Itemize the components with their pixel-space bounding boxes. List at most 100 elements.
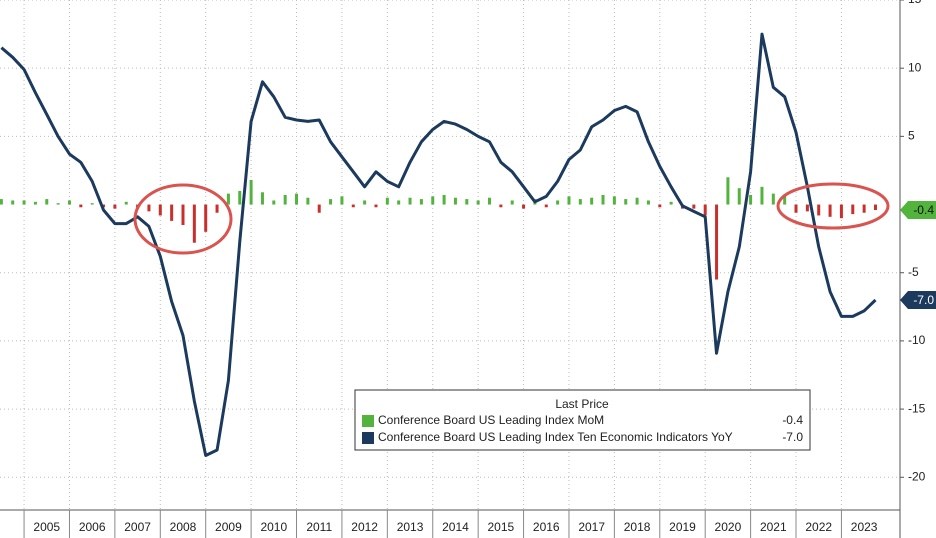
bar <box>476 200 480 205</box>
bar <box>453 197 457 205</box>
bar <box>771 193 775 205</box>
bar <box>170 204 174 221</box>
x-tick-label: 2012 <box>351 520 378 534</box>
bar <box>522 204 526 209</box>
bar <box>419 199 423 205</box>
bar <box>215 204 219 213</box>
bar <box>113 204 117 209</box>
bar <box>147 204 151 212</box>
bar <box>499 204 503 208</box>
bars-layer <box>0 177 877 280</box>
bar <box>283 195 287 205</box>
x-tick-label: 2018 <box>624 520 651 534</box>
bar <box>0 199 3 205</box>
bar <box>340 196 344 205</box>
bar <box>442 195 446 205</box>
bar <box>839 204 843 219</box>
x-tick-label: 2006 <box>79 520 106 534</box>
bar <box>601 195 605 205</box>
bar <box>238 190 242 205</box>
bar <box>737 188 741 205</box>
legend-swatch <box>362 415 374 427</box>
legend-value: -0.4 <box>782 413 803 427</box>
bar <box>783 195 787 205</box>
y-tick-label: 15 <box>908 0 922 6</box>
bar <box>192 204 196 243</box>
last-value-tag <box>900 291 936 309</box>
y-tick-label: 5 <box>908 129 915 143</box>
x-tick-label: 2013 <box>397 520 424 534</box>
x-tick-label: 2014 <box>442 520 469 534</box>
highlight-ellipse <box>776 182 890 230</box>
last-value-tag <box>900 201 936 219</box>
x-tick-label: 2020 <box>715 520 742 534</box>
legend-label: Conference Board US Leading Index MoM <box>378 413 604 427</box>
x-tick-label: 2005 <box>33 520 60 534</box>
bar <box>431 196 435 205</box>
bar <box>67 200 71 205</box>
bar <box>385 197 389 205</box>
x-tick-label: 2022 <box>805 520 832 534</box>
bar <box>567 196 571 205</box>
bar <box>363 200 367 205</box>
bar <box>90 203 94 205</box>
bar <box>669 201 673 205</box>
y-tick-label: -15 <box>908 401 926 415</box>
bar <box>760 186 764 205</box>
bar <box>488 197 492 205</box>
bar <box>351 204 355 208</box>
bar <box>295 193 299 205</box>
bar <box>851 204 855 215</box>
y-tick-label: -20 <box>908 469 926 483</box>
x-tick-label: 2008 <box>170 520 197 534</box>
bar <box>226 193 230 205</box>
bar <box>544 204 548 208</box>
bar <box>510 200 514 205</box>
y-tick-label: -5 <box>908 265 919 279</box>
bar <box>658 204 662 208</box>
x-tick-label: 2023 <box>851 520 878 534</box>
bar <box>556 200 560 205</box>
bar <box>33 201 37 205</box>
x-tick-label: 2011 <box>306 520 332 534</box>
bar <box>45 199 49 205</box>
bar <box>794 204 798 213</box>
bar <box>11 200 15 205</box>
y-tick-label: -10 <box>908 333 926 347</box>
bar <box>646 200 650 205</box>
bar <box>260 192 264 205</box>
bar <box>56 203 60 205</box>
bar <box>465 199 469 205</box>
bar <box>703 204 707 216</box>
last-value-label: -0.4 <box>913 203 934 217</box>
x-tick-label: 2010 <box>260 520 287 534</box>
bar <box>79 204 83 208</box>
bar <box>873 204 877 210</box>
bar <box>578 199 582 205</box>
legend-value: -7.0 <box>782 430 803 444</box>
x-tick-label: 2009 <box>215 520 242 534</box>
bar <box>124 201 128 205</box>
x-tick-label: 2019 <box>669 520 696 534</box>
bar <box>181 204 185 225</box>
bar <box>635 197 639 205</box>
x-tick-label: 2016 <box>533 520 560 534</box>
line-layer <box>0 32 877 457</box>
bar <box>158 204 162 216</box>
bar <box>374 204 378 208</box>
x-tick-label: 2017 <box>578 520 605 534</box>
legend: Last Price Conference Board US Leading I… <box>354 389 811 451</box>
bar <box>612 196 616 205</box>
legend-label: Conference Board US Leading Index Ten Ec… <box>378 430 733 444</box>
legend-swatch <box>362 432 374 444</box>
bar <box>272 200 276 205</box>
bar <box>817 204 821 216</box>
bar <box>624 199 628 205</box>
bar <box>828 204 832 217</box>
legend-title: Last Price <box>555 397 609 411</box>
x-tick-label: 2021 <box>760 520 787 534</box>
bar <box>749 195 753 205</box>
highlight-ellipse <box>133 183 233 255</box>
